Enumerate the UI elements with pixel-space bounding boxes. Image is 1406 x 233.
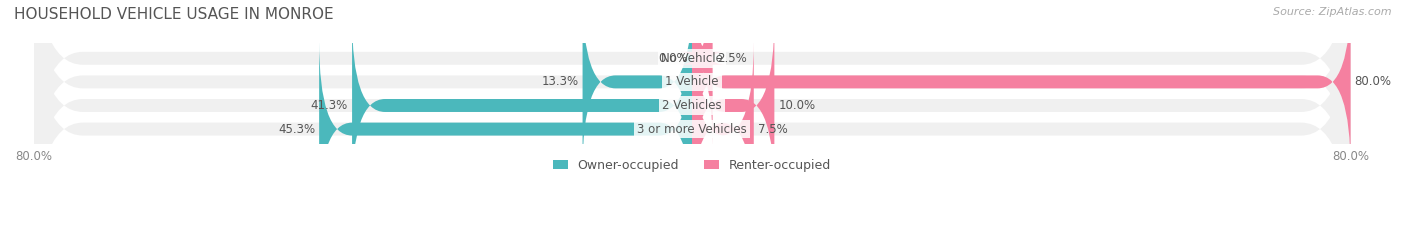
Text: 7.5%: 7.5% xyxy=(758,123,787,136)
FancyBboxPatch shape xyxy=(679,0,725,146)
Text: 2 Vehicles: 2 Vehicles xyxy=(662,99,721,112)
Text: 10.0%: 10.0% xyxy=(779,99,815,112)
Legend: Owner-occupied, Renter-occupied: Owner-occupied, Renter-occupied xyxy=(548,154,837,177)
Text: Source: ZipAtlas.com: Source: ZipAtlas.com xyxy=(1274,7,1392,17)
FancyBboxPatch shape xyxy=(34,0,1351,193)
Text: 2.5%: 2.5% xyxy=(717,52,747,65)
FancyBboxPatch shape xyxy=(352,18,692,193)
Text: No Vehicle: No Vehicle xyxy=(661,52,723,65)
Text: 41.3%: 41.3% xyxy=(311,99,347,112)
FancyBboxPatch shape xyxy=(34,0,1351,217)
FancyBboxPatch shape xyxy=(34,0,1351,233)
FancyBboxPatch shape xyxy=(692,41,754,217)
FancyBboxPatch shape xyxy=(692,0,1351,170)
Text: 45.3%: 45.3% xyxy=(278,123,315,136)
Text: 13.3%: 13.3% xyxy=(541,75,578,88)
FancyBboxPatch shape xyxy=(692,18,775,193)
FancyBboxPatch shape xyxy=(34,0,1351,233)
Text: 1 Vehicle: 1 Vehicle xyxy=(665,75,718,88)
Text: HOUSEHOLD VEHICLE USAGE IN MONROE: HOUSEHOLD VEHICLE USAGE IN MONROE xyxy=(14,7,333,22)
Text: 0.0%: 0.0% xyxy=(658,52,688,65)
Text: 80.0%: 80.0% xyxy=(1355,75,1392,88)
FancyBboxPatch shape xyxy=(582,0,692,170)
FancyBboxPatch shape xyxy=(319,41,692,217)
Text: 3 or more Vehicles: 3 or more Vehicles xyxy=(637,123,747,136)
